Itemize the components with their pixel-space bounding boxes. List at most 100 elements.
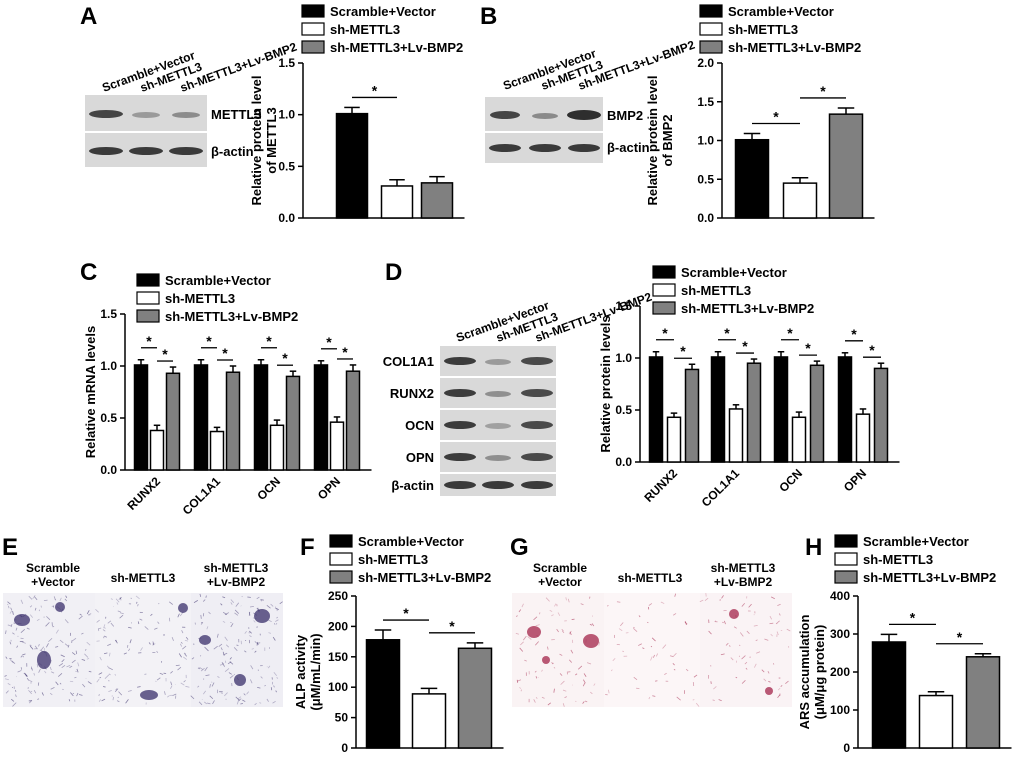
legend-label-scramble: Scramble+Vector	[358, 534, 464, 549]
bar	[710, 356, 726, 463]
cell-fiber	[721, 595, 724, 599]
cell-fiber	[115, 639, 118, 644]
cell-fiber	[197, 667, 201, 670]
cell-fiber	[708, 630, 712, 635]
cell-fiber	[106, 665, 110, 669]
cell-fiber	[137, 686, 141, 688]
cell-fiber	[15, 689, 17, 693]
cell-fiber	[218, 643, 223, 647]
panel-label-c: C	[80, 259, 97, 286]
cell-fiber	[104, 627, 106, 629]
significance-star: *	[449, 618, 455, 634]
cell-fiber	[57, 673, 63, 677]
cell-fiber	[577, 665, 583, 670]
blot-band	[568, 144, 600, 152]
y-axis-label: Relative mRNA levels	[83, 326, 98, 458]
blot-band	[485, 423, 511, 429]
cell-fiber	[725, 642, 729, 646]
cell-fiber	[202, 599, 206, 602]
cell-fiber	[650, 656, 653, 661]
cell-fiber	[183, 680, 186, 683]
blot-band	[444, 453, 476, 461]
cell-fiber	[128, 648, 131, 652]
cell-fiber	[167, 695, 170, 698]
bar	[285, 375, 301, 471]
cell-fiber	[230, 602, 233, 605]
cell-fiber	[260, 676, 263, 679]
bar	[411, 693, 447, 749]
cell-fiber	[256, 641, 259, 646]
cell-fiber	[119, 612, 124, 615]
stain-nodule	[583, 634, 599, 648]
cell-fiber	[763, 678, 767, 682]
cell-fiber	[254, 641, 259, 646]
y-axis-label: Relative protein level	[645, 75, 660, 205]
cell-fiber	[212, 700, 215, 705]
bar	[335, 112, 369, 219]
cell-fiber	[59, 682, 62, 685]
cell-fiber	[64, 643, 69, 647]
cell-fiber	[202, 690, 206, 695]
cell-fiber	[582, 682, 586, 687]
cell-fiber	[23, 672, 28, 677]
stain-nodule	[527, 626, 541, 638]
cell-fiber	[638, 615, 641, 618]
cell-fiber	[114, 673, 117, 676]
cell-fiber	[79, 613, 82, 616]
cell-fiber	[554, 603, 557, 607]
legend-label-lv: sh-METTL3+Lv-BMP2	[330, 40, 463, 55]
bar	[828, 113, 864, 219]
cell-fiber	[7, 624, 12, 627]
cell-fiber	[64, 598, 68, 602]
cell-fiber	[244, 650, 247, 653]
legend-f: Scramble+Vector sh-METTL3 sh-METTL3+Lv-B…	[329, 534, 491, 585]
cell-fiber	[33, 690, 37, 694]
cell-fiber	[10, 624, 13, 628]
cell-fiber	[99, 656, 102, 661]
y-tick-label: 1.5	[278, 56, 295, 70]
condition-label: +Vector	[31, 575, 75, 589]
cell-fiber	[111, 695, 113, 697]
cell-fiber	[156, 677, 161, 681]
cell-fiber	[38, 668, 41, 673]
cell-fiber	[125, 699, 129, 704]
y-tick-label: 0.5	[615, 403, 632, 417]
cell-fiber	[45, 622, 50, 627]
bar	[457, 647, 493, 749]
cell-fiber	[28, 689, 32, 695]
cell-fiber	[9, 659, 14, 664]
cell-fiber	[87, 681, 92, 685]
cell-fiber	[234, 609, 240, 614]
legend-swatch-sh	[652, 283, 676, 297]
cell-fiber	[553, 666, 556, 669]
legend-label-scramble: Scramble+Vector	[165, 273, 271, 288]
cell-fiber	[51, 671, 55, 674]
cell-fiber	[52, 605, 55, 608]
cell-fiber	[114, 688, 119, 692]
cell-fiber	[8, 605, 10, 609]
cell-fiber	[729, 645, 731, 647]
cell-fiber	[534, 641, 539, 646]
cell-fiber	[98, 699, 101, 702]
y-axis-label: of METTL3	[264, 107, 279, 173]
significance-star: *	[266, 333, 272, 349]
y-tick-label: 1.5	[615, 299, 632, 313]
cell-fiber	[220, 603, 223, 606]
cell-fiber	[70, 692, 74, 697]
cell-fiber	[180, 682, 185, 686]
bar	[253, 364, 269, 471]
legend-swatch-scramble	[301, 4, 325, 18]
cell-fiber	[672, 613, 677, 616]
cell-fiber	[248, 611, 251, 616]
legend-c: Scramble+Vector sh-METTL3 sh-METTL3+Lv-B…	[136, 273, 298, 324]
cell-fiber	[636, 687, 640, 690]
cell-fiber	[776, 631, 779, 636]
cell-fiber	[7, 683, 11, 686]
cell-fiber	[40, 646, 45, 651]
y-tick-label: 200	[830, 665, 850, 679]
cell-fiber	[43, 599, 48, 602]
stain-nodule	[234, 674, 246, 686]
cell-fiber	[7, 603, 9, 606]
cell-fiber	[110, 622, 115, 627]
blot-band	[532, 113, 558, 119]
